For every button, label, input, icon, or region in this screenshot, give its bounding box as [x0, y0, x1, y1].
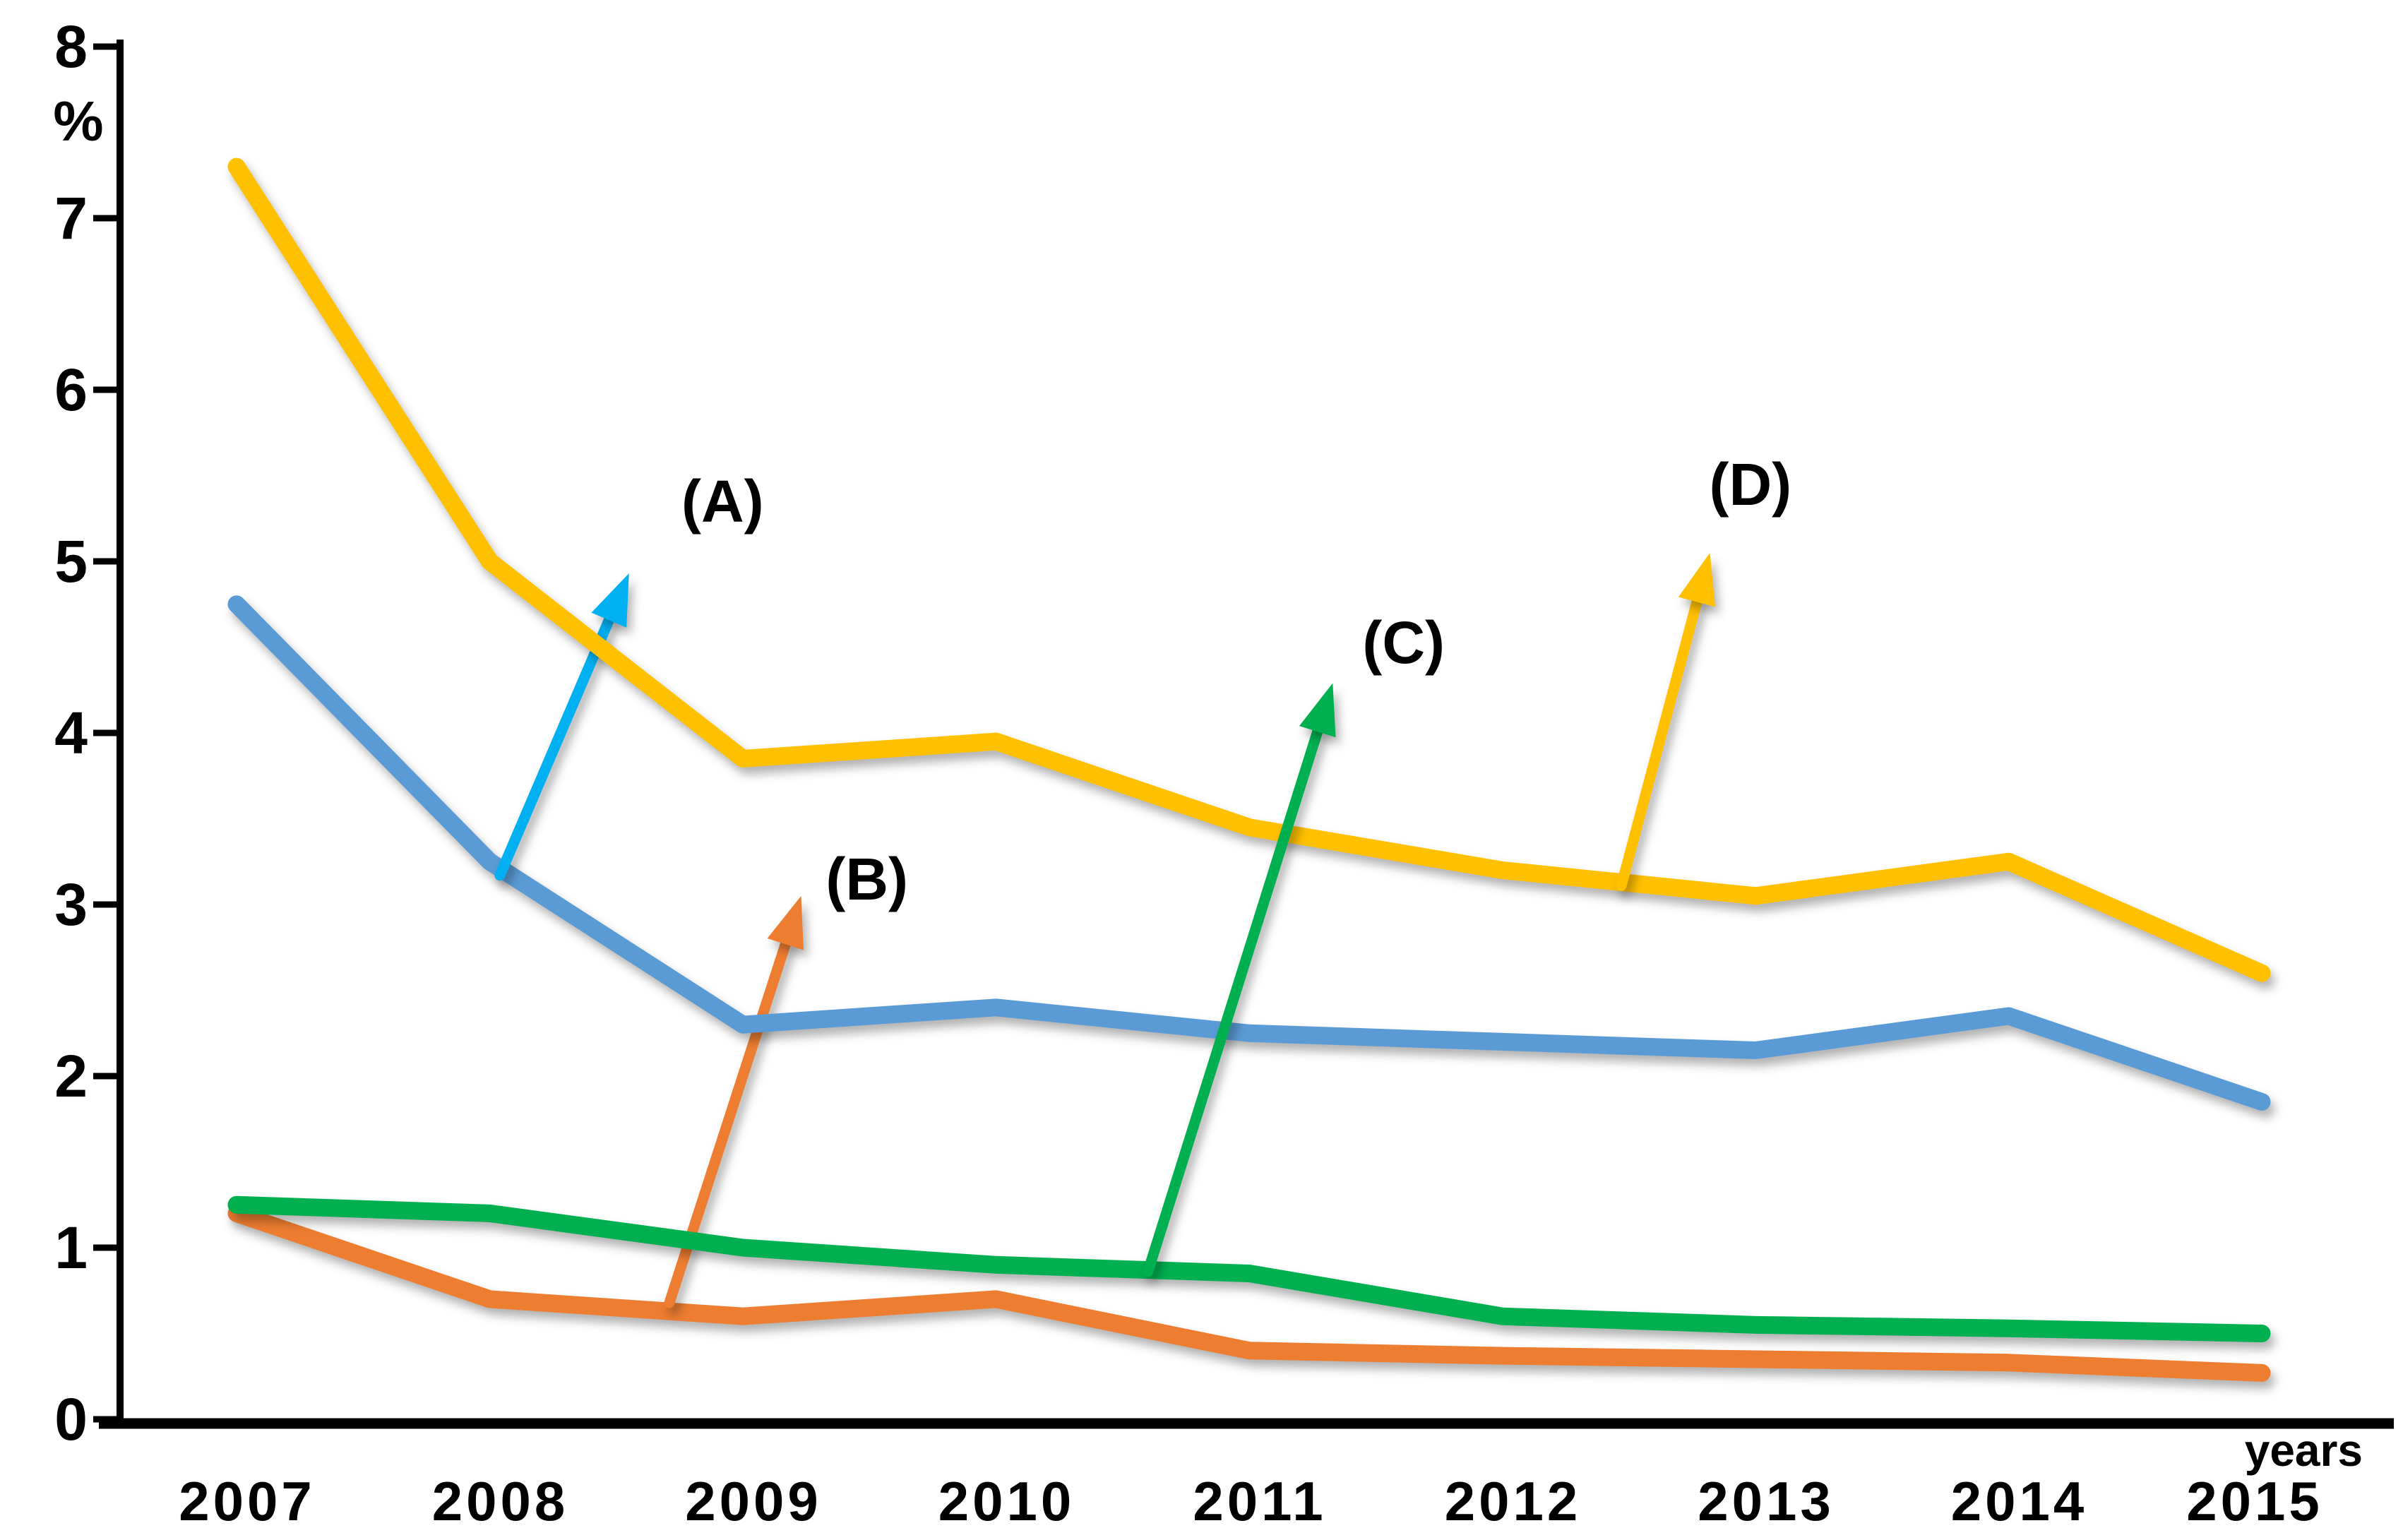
x-axis-tick-label: 2008: [431, 1470, 569, 1532]
series-label-D: (D): [1709, 451, 1792, 518]
y-axis-tick-label: 1: [54, 1214, 88, 1281]
y-axis-tick-label: 5: [54, 528, 88, 595]
series-label-C: (C): [1362, 609, 1445, 676]
y-axis-tick-label: 7: [54, 185, 88, 251]
x-axis-title: years: [2244, 1425, 2363, 1476]
y-axis-tick-label: 6: [54, 357, 88, 423]
annotation-arrow-C-head: [1299, 683, 1336, 738]
x-axis-tick-label: 2012: [1444, 1470, 1582, 1532]
y-axis-tick-label: 4: [54, 700, 88, 766]
annotation-arrow-A-head: [591, 573, 629, 628]
line-series-C: [227, 1195, 2271, 1342]
annotation-arrow-D-shaft: [1616, 592, 1703, 891]
series-label-A: (A): [681, 468, 764, 535]
annotation-arrow-B-head: [767, 895, 804, 950]
annotation-arrow-A-shaft: [494, 611, 616, 881]
y-axis-tick-label: 0: [54, 1386, 88, 1452]
y-axis-title: %: [53, 90, 104, 153]
x-axis-tick-label: 2013: [1698, 1470, 1835, 1532]
line-series-D: [227, 157, 2271, 982]
series-label-B: (B): [825, 845, 908, 912]
x-axis-tick-label: 2015: [2186, 1470, 2323, 1532]
y-axis-tick-label: 3: [54, 871, 88, 938]
x-axis-tick-label: 2009: [685, 1470, 822, 1532]
annotation-arrow-C-shaft: [1143, 722, 1325, 1277]
line-series-B: [227, 1204, 2271, 1382]
y-axis-tick-label: 2: [54, 1043, 88, 1109]
x-axis-tick-label: 2014: [1950, 1470, 2088, 1532]
x-axis-tick-label: 2011: [1193, 1470, 1327, 1532]
x-axis-tick-label: 2007: [179, 1470, 316, 1532]
x-axis-tick-label: 2010: [938, 1470, 1075, 1532]
y-axis-tick-label: 8: [54, 13, 88, 80]
annotation-arrow-D-head: [1678, 552, 1716, 607]
line-series-A: [227, 595, 2271, 1111]
